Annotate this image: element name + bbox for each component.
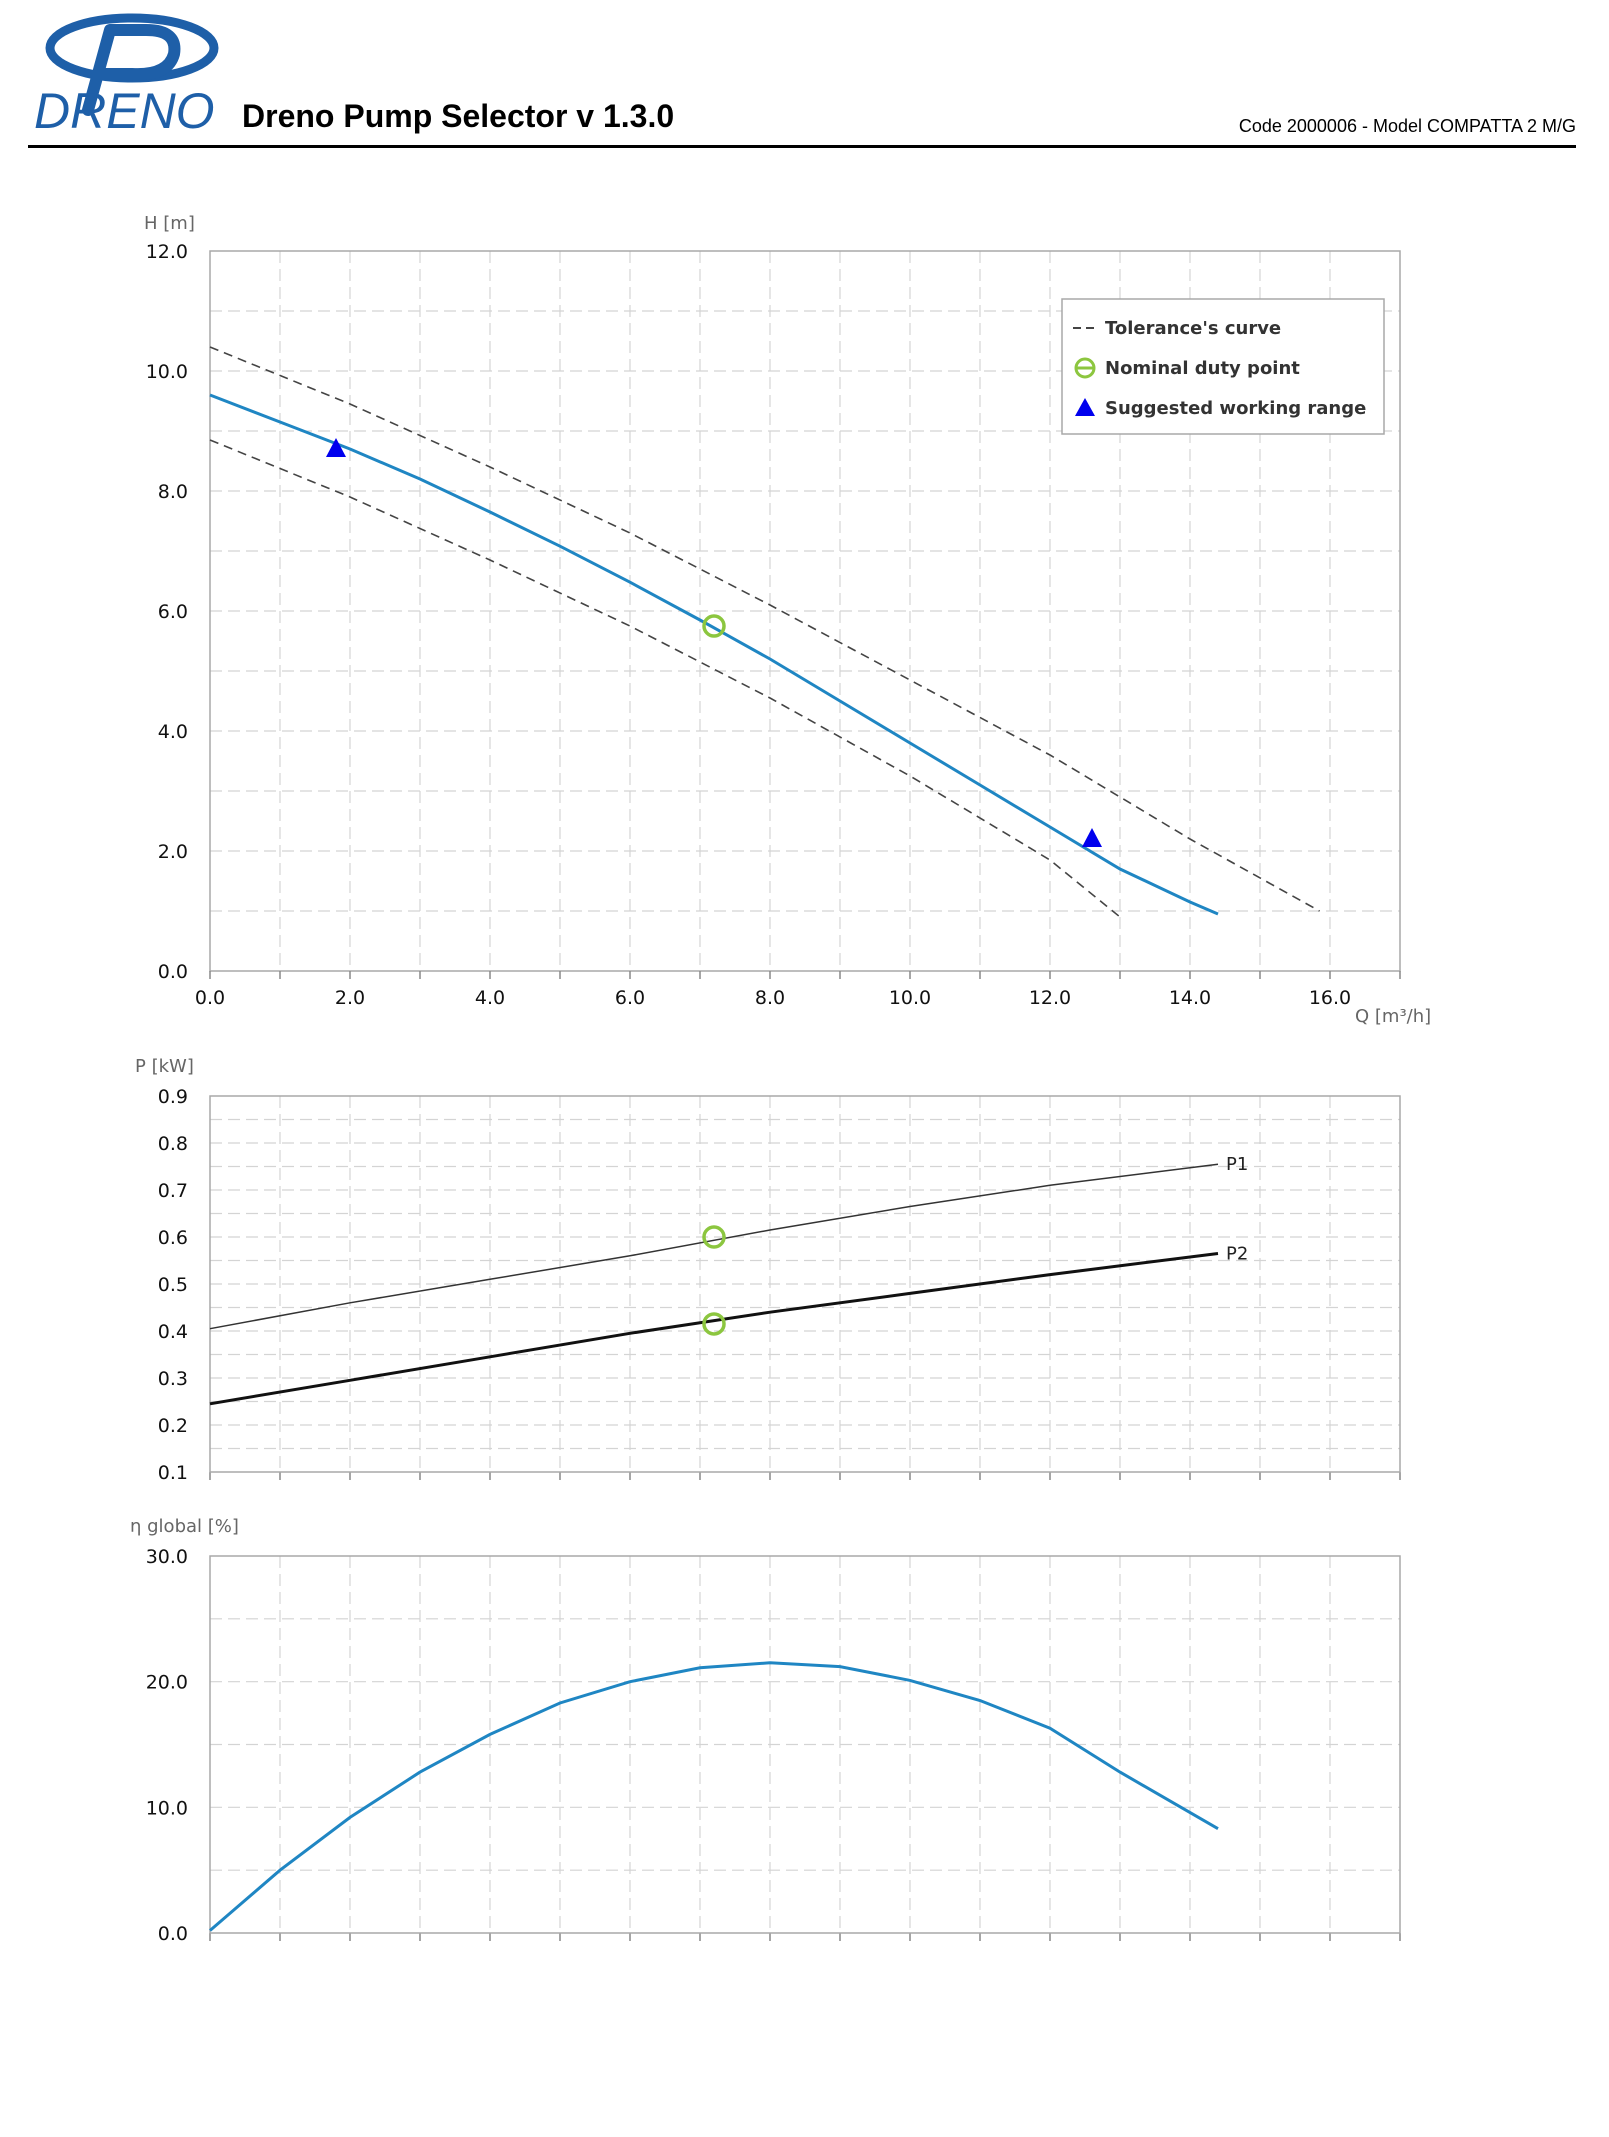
- head-x-axis-label: Q [m³/h]: [1355, 1006, 1431, 1027]
- legend-range-swatch: [1075, 398, 1095, 416]
- x-tick-label: 0.0: [195, 987, 225, 1009]
- legend-tolerance-label: Tolerance's curve: [1105, 318, 1281, 339]
- y-tick-label: 12.0: [146, 241, 188, 263]
- legend-duty-label: Nominal duty point: [1105, 358, 1300, 379]
- legend-box: [1061, 298, 1385, 435]
- power-duty-point: [702, 1225, 726, 1249]
- x-tick-label: 16.0: [1309, 987, 1351, 1009]
- efficiency-chart: 0.0 10.0 20.0 30.0 η global [%]: [130, 1516, 1401, 1945]
- head-y-axis-label: H [m]: [144, 213, 195, 234]
- y-tick-label: 0.1: [158, 1462, 188, 1484]
- y-tick-label: 0.5: [158, 1274, 188, 1296]
- power-duty-markers: [702, 1225, 726, 1336]
- x-tick-label: 10.0: [889, 987, 931, 1009]
- header-divider: [28, 145, 1576, 148]
- head-y-ticks: 0.0 2.0 4.0 6.0 8.0 10.0 12.0: [146, 241, 188, 983]
- y-tick-label: 0.7: [158, 1180, 188, 1202]
- efficiency-curve: [209, 1661, 1219, 1932]
- power-plot-frame: [209, 1095, 1401, 1473]
- y-tick-label: 0.9: [158, 1086, 188, 1108]
- power-grid: [210, 1096, 1400, 1472]
- y-tick-label: 0.4: [158, 1321, 188, 1343]
- svg-text:DRENO: DRENO: [34, 83, 215, 135]
- head-chart: 0.0 2.0 4.0 6.0 8.0 10.0 12.0 0.0 2.0 4.0 6.0 8.0 1…: [144, 213, 1431, 1941]
- x-tick-label: 14.0: [1169, 987, 1211, 1009]
- head-curve: [209, 393, 1219, 916]
- efficiency-plot-frame: [209, 1555, 1401, 1934]
- power-chart: P1 P2 0.1 0.2 0.3 0.4 0.5 0.6 0.7 0.8 0.9 P [kW]: [135, 1056, 1401, 1484]
- y-tick-label: 20.0: [146, 1672, 188, 1694]
- y-tick-label: 0.6: [158, 1227, 188, 1249]
- page-header: DRENO Dreno Pump Selector v 1.3.0 Code 2…: [0, 0, 1609, 150]
- x-tick-label: 12.0: [1029, 987, 1071, 1009]
- efficiency-y-ticks: 0.0 10.0 20.0 30.0: [146, 1546, 188, 1945]
- power-y-ticks: 0.1 0.2 0.3 0.4 0.5 0.6 0.7 0.8 0.9: [158, 1086, 188, 1484]
- y-tick-label: 30.0: [146, 1546, 188, 1568]
- x-tick-label: 6.0: [615, 987, 645, 1009]
- y-tick-label: 8.0: [158, 481, 188, 503]
- y-tick-label: 6.0: [158, 601, 188, 623]
- p1-curve: [209, 1163, 1219, 1330]
- legend-range-label: Suggested working range: [1105, 398, 1366, 419]
- x-tick-label: 8.0: [755, 987, 785, 1009]
- nominal-duty-point: [702, 614, 726, 638]
- y-tick-label: 0.8: [158, 1133, 188, 1155]
- y-tick-label: 4.0: [158, 721, 188, 743]
- tolerance-curves: [209, 346, 1320, 918]
- x-tick-label: 2.0: [335, 987, 365, 1009]
- p2-label: P2: [1226, 1243, 1248, 1264]
- power-duty-point: [702, 1312, 726, 1336]
- head-markers: [326, 438, 1102, 847]
- p2-curve: [209, 1252, 1219, 1406]
- working-range-marker: [1082, 828, 1102, 847]
- head-x-ticks: 0.0 2.0 4.0 6.0 8.0 10.0 12.0 14.0 16.0: [195, 971, 1401, 1941]
- y-tick-label: 0.0: [158, 1923, 188, 1945]
- p1-label: P1: [1226, 1154, 1248, 1175]
- tolerance-lower-curve: [209, 439, 1121, 918]
- y-tick-label: 0.3: [158, 1368, 188, 1390]
- legend: Tolerance's curve Nominal duty point Sug…: [1061, 298, 1385, 435]
- y-tick-label: 10.0: [146, 361, 188, 383]
- y-tick-label: 0.2: [158, 1415, 188, 1437]
- efficiency-grid: [210, 1556, 1400, 1933]
- y-tick-label: 2.0: [158, 841, 188, 863]
- working-range-marker: [326, 438, 346, 457]
- dreno-logo: DRENO: [34, 13, 219, 135]
- y-tick-label: 0.0: [158, 961, 188, 983]
- y-tick-label: 10.0: [146, 1797, 188, 1819]
- app-title: Dreno Pump Selector v 1.3.0: [242, 98, 675, 134]
- tolerance-upper-curve: [209, 346, 1320, 912]
- power-y-axis-label: P [kW]: [135, 1056, 194, 1077]
- model-code: Code 2000006 - Model COMPATTA 2 M/G: [1238, 116, 1576, 136]
- efficiency-y-axis-label: η global [%]: [130, 1516, 239, 1537]
- x-tick-label: 4.0: [475, 987, 505, 1009]
- head-plot-frame: [209, 250, 1401, 972]
